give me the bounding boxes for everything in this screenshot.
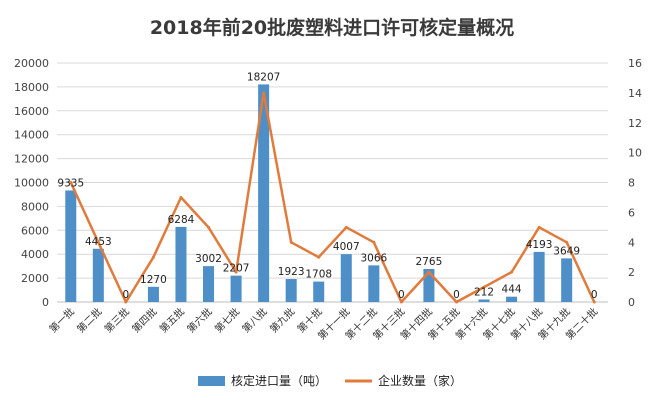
line-point xyxy=(454,300,458,304)
bar-value-label: 18207 xyxy=(247,71,280,83)
bar xyxy=(313,281,325,302)
bar-value-label: 2765 xyxy=(416,256,443,268)
left-tick-label: 14000 xyxy=(14,129,49,142)
right-tick-label: 4 xyxy=(628,236,635,249)
bar xyxy=(92,248,104,302)
line-point xyxy=(179,195,183,199)
right-tick-label: 12 xyxy=(628,117,642,130)
bar xyxy=(147,286,159,302)
bar-series xyxy=(65,84,573,302)
bar xyxy=(533,251,545,302)
right-tick-label: 8 xyxy=(628,177,635,190)
left-tick-label: 6000 xyxy=(21,224,49,237)
bar xyxy=(175,226,187,302)
bar-value-label: 444 xyxy=(502,284,522,296)
bar xyxy=(340,254,352,302)
bar xyxy=(561,258,573,302)
line-point xyxy=(565,240,569,244)
bar-value-label: 0 xyxy=(591,289,598,301)
bar xyxy=(230,275,242,302)
line-point xyxy=(207,225,211,229)
right-tick-label: 2 xyxy=(628,266,635,279)
bar-value-label: 6284 xyxy=(168,214,195,226)
legend: 核定进口量（吨） 企业数量（家） xyxy=(198,373,462,388)
line-point xyxy=(69,181,73,184)
bar-value-label: 3066 xyxy=(360,252,387,264)
left-y-axis: 0 2000 4000 6000 8000 10000 12000 14000 16000 180… xyxy=(14,57,49,309)
line-point xyxy=(399,300,403,304)
line-point xyxy=(344,225,348,229)
line-point xyxy=(262,91,266,95)
bar xyxy=(285,279,297,302)
right-y-axis: 0 2 4 6 8 10 12 14 16 xyxy=(628,57,642,309)
bar-value-label: 3002 xyxy=(195,253,222,265)
bar-value-label: 3649 xyxy=(553,245,580,257)
bar xyxy=(203,266,215,302)
line-point xyxy=(482,285,486,289)
left-tick-label: 2000 xyxy=(21,272,49,285)
bar-value-label: 1270 xyxy=(140,274,167,286)
bar xyxy=(506,296,518,302)
line-point xyxy=(234,270,238,274)
bar-value-label: 1708 xyxy=(305,269,332,281)
bar-value-label: 2207 xyxy=(223,263,250,275)
left-tick-label: 0 xyxy=(42,296,49,309)
left-tick-label: 12000 xyxy=(14,153,49,166)
gridlines xyxy=(57,62,608,303)
legend-line-label: 企业数量（家） xyxy=(378,373,462,388)
bar-value-label: 0 xyxy=(398,289,405,301)
bar-value-label: 0 xyxy=(123,289,130,301)
right-tick-label: 14 xyxy=(628,87,642,100)
bar-value-label: 4453 xyxy=(85,236,112,248)
bar xyxy=(478,299,490,302)
bar-value-label: 212 xyxy=(474,286,494,298)
right-tick-label: 10 xyxy=(628,147,642,160)
left-tick-label: 8000 xyxy=(21,200,49,213)
left-tick-label: 18000 xyxy=(14,81,49,94)
legend-bar-label: 核定进口量（吨） xyxy=(231,373,327,388)
line-series xyxy=(69,91,596,304)
left-tick-label: 16000 xyxy=(14,105,49,118)
chart-title: 2018年前20批废塑料进口许可核定量概况 xyxy=(150,16,514,39)
right-tick-label: 16 xyxy=(628,57,642,70)
bar-value-label: 4007 xyxy=(333,241,360,253)
line-point xyxy=(372,240,376,244)
legend-bar-swatch xyxy=(198,376,225,386)
bar-value-label: 9335 xyxy=(57,177,84,189)
bar xyxy=(258,84,270,302)
bar xyxy=(65,190,77,302)
bar xyxy=(368,265,380,302)
left-tick-label: 4000 xyxy=(21,248,49,261)
line-point xyxy=(537,225,541,229)
bar-value-label: 0 xyxy=(453,289,460,301)
line-point xyxy=(151,255,155,259)
line-point xyxy=(510,270,514,274)
line-point xyxy=(592,300,596,304)
bar-value-label: 4193 xyxy=(526,239,553,251)
right-tick-label: 6 xyxy=(628,206,635,219)
line-point xyxy=(96,240,100,244)
line-point xyxy=(289,240,293,244)
line-point xyxy=(317,255,321,259)
left-tick-label: 10000 xyxy=(14,177,49,190)
bar xyxy=(423,268,435,302)
line-point xyxy=(124,300,128,304)
left-tick-label: 20000 xyxy=(14,57,49,70)
line-path xyxy=(69,91,596,304)
right-tick-label: 0 xyxy=(628,296,635,309)
bar-value-label: 1923 xyxy=(278,266,305,278)
line-point xyxy=(427,270,431,274)
